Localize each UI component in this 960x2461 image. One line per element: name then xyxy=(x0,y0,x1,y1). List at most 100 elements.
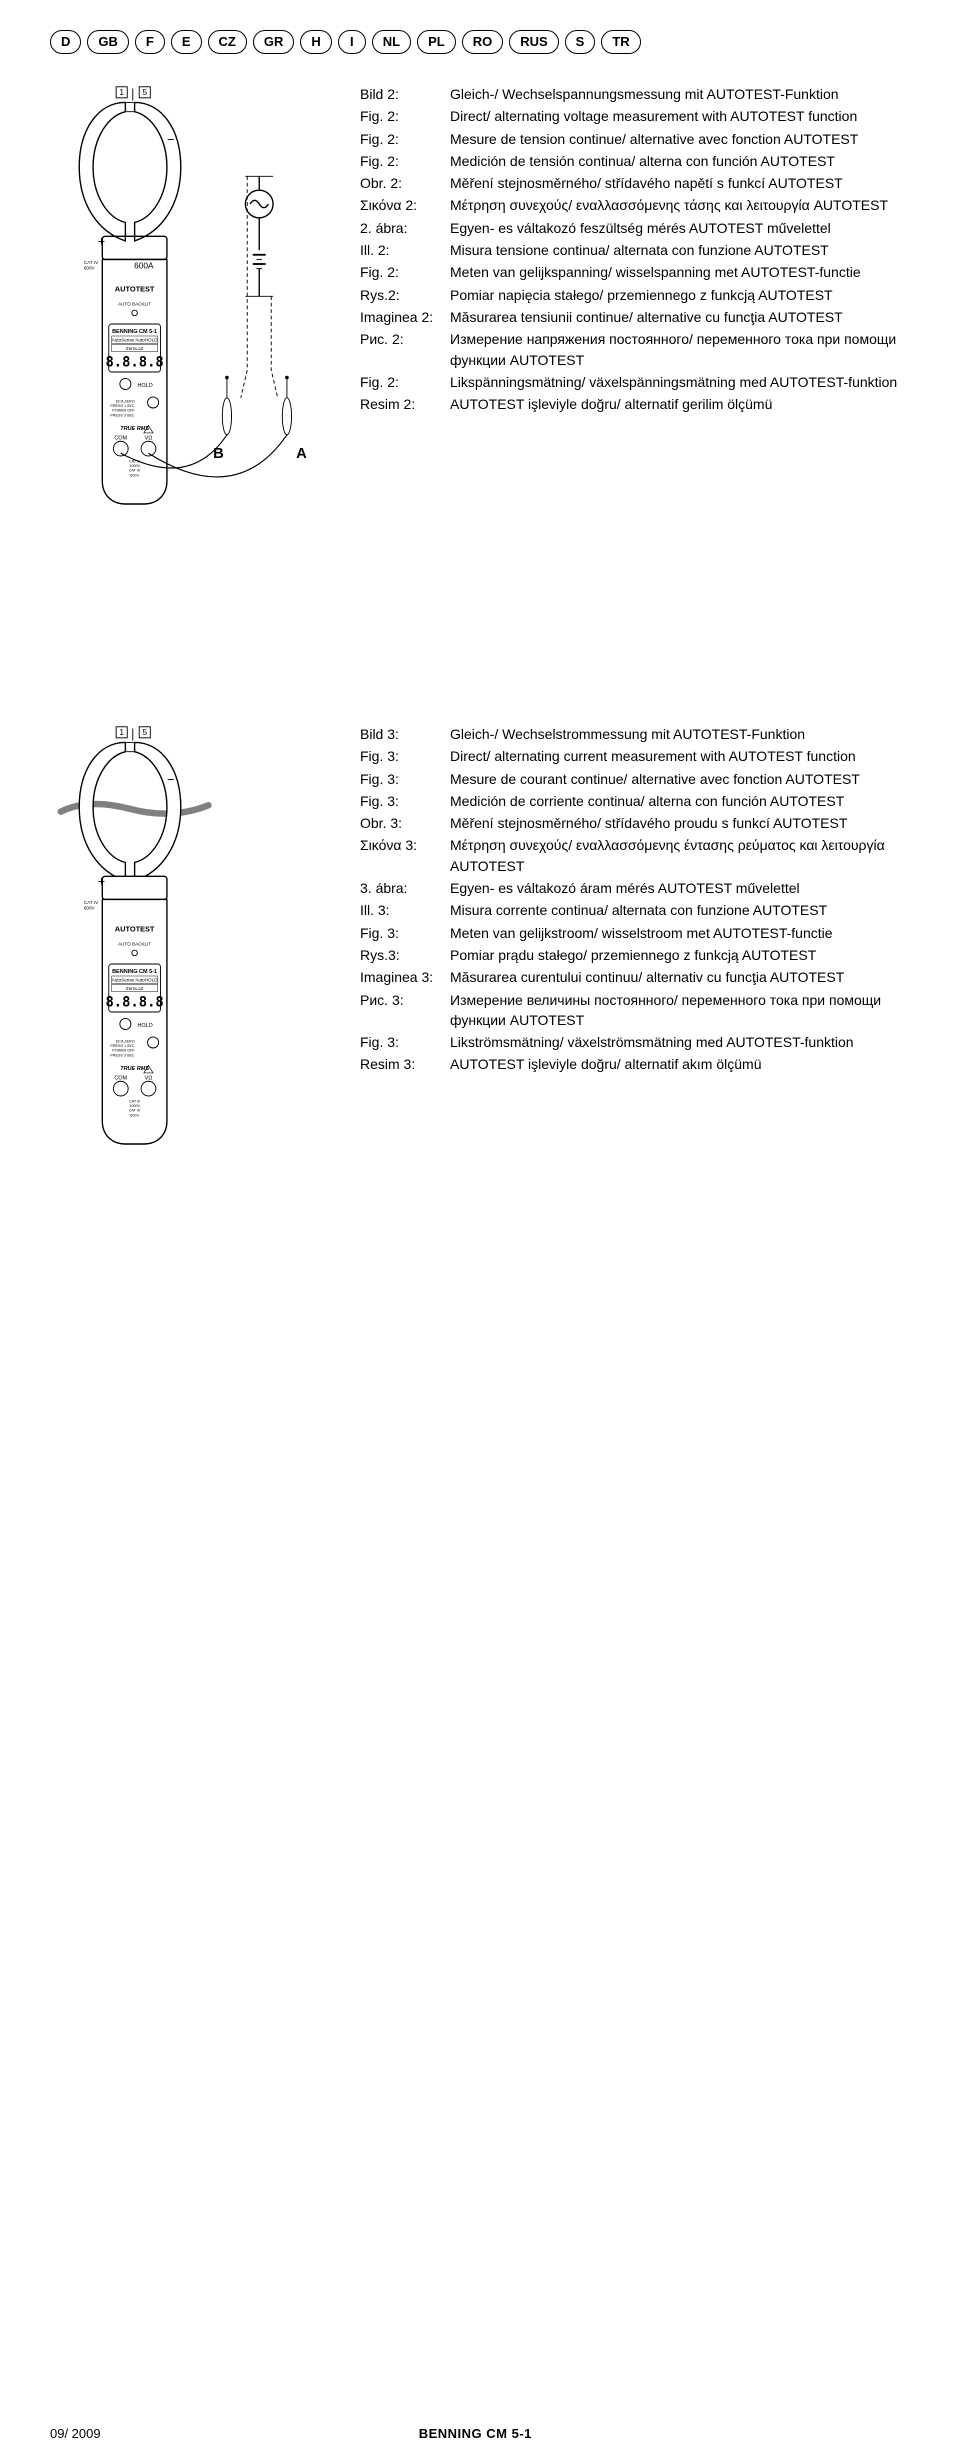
svg-text:BENNING CM 5-1: BENNING CM 5-1 xyxy=(112,969,157,975)
svg-text:PRESS 1 SEC: PRESS 1 SEC xyxy=(110,1044,135,1048)
caption-desc: Pomiar prądu stałego/ przemiennego z fun… xyxy=(450,945,910,965)
svg-text:AUTO BACKLIT: AUTO BACKLIT xyxy=(118,942,151,947)
caption-desc: Meten van gelijkspanning/ wisselspanning… xyxy=(450,262,910,282)
caption-entry: Ill. 3:Misura corrente continua/ alterna… xyxy=(360,900,910,920)
caption-desc: Měření stejnosměrného/ střídavého proudu… xyxy=(450,813,910,833)
section-fig3: + − CAT IV 600V 600A AUTOTEST AUTO BACKL… xyxy=(50,724,910,1204)
caption-entry: Obr. 2:Měření stejnosměrného/ střídavého… xyxy=(360,173,910,193)
com-label: COM xyxy=(114,435,127,441)
svg-text:AUTOTEST: AUTOTEST xyxy=(115,925,155,934)
caption-entry: 3. ábra:Egyen- es váltakozó áram mérés A… xyxy=(360,878,910,898)
caption-desc: Misura tensione continua/ alternata con … xyxy=(450,240,910,260)
caption-desc: AUTOTEST işleviyle doğru/ alternatif ger… xyxy=(450,394,910,414)
svg-text:600V: 600V xyxy=(84,266,96,271)
svg-text:POWER OFF: POWER OFF xyxy=(112,1049,135,1053)
caption-label: Fig. 3: xyxy=(360,1032,450,1052)
caption-desc: Egyen- es váltakozó feszültség mérés AUT… xyxy=(450,218,910,238)
plus-icon: + xyxy=(98,234,106,249)
svg-text:+: + xyxy=(98,874,106,889)
lang-pill-nl: NL xyxy=(372,30,411,54)
caption-desc: Likströmsmätning/ växelströmsmätning med… xyxy=(450,1032,910,1052)
display-digits: 8.8.8.8 xyxy=(105,354,163,370)
lang-pill-i: I xyxy=(338,30,366,54)
caption-label: Ill. 2: xyxy=(360,240,450,260)
diagram-fig3: + − CAT IV 600V 600A AUTOTEST AUTO BACKL… xyxy=(50,724,330,1204)
caption-desc: Mesure de courant continue/ alternative … xyxy=(450,769,910,789)
caption-entry: Bild 3:Gleich-/ Wechselstrommessung mit … xyxy=(360,724,910,744)
caption-label: Bild 3: xyxy=(360,724,450,744)
lang-pill-tr: TR xyxy=(601,30,640,54)
caption-label: Σικόνα 3: xyxy=(360,835,450,876)
caption-entry: Obr. 3:Měření stejnosměrného/ střídavého… xyxy=(360,813,910,833)
caption-desc: Измерение напряжения постоянного/ переме… xyxy=(450,329,910,370)
caption-label: Rys.2: xyxy=(360,285,450,305)
svg-text:600V: 600V xyxy=(130,1113,139,1117)
language-bar: DGBFECZGRHINLPLRORUSSTR xyxy=(50,30,910,54)
diagram-fig2: + − CAT IV 600V 600A AUTOTEST AUTO BACKL… xyxy=(50,84,330,564)
svg-text:1: 1 xyxy=(119,87,124,97)
caption-label: Fig. 3: xyxy=(360,791,450,811)
lang-pill-pl: PL xyxy=(417,30,456,54)
captions-fig3: Bild 3:Gleich-/ Wechselstrommessung mit … xyxy=(360,724,910,1204)
caption-label: Fig. 2: xyxy=(360,372,450,392)
lang-pill-rus: RUS xyxy=(509,30,558,54)
caption-desc: Măsurarea curentului continuu/ alternati… xyxy=(450,967,910,987)
svg-text:DCA ZERO: DCA ZERO xyxy=(116,399,135,403)
caption-entry: Σικόνα 2:Μέτρηση συνεχούς/ εναλλασσόμενη… xyxy=(360,195,910,215)
caption-entry: Fig. 3:Medición de corriente continua/ a… xyxy=(360,791,910,811)
caption-entry: Рис. 3:Измерение величины постоянного/ п… xyxy=(360,990,910,1031)
lang-pill-gr: GR xyxy=(253,30,295,54)
svg-text:−: − xyxy=(167,772,175,787)
svg-text:PRESS 3 SEC: PRESS 3 SEC xyxy=(110,413,135,417)
section-fig2: + − CAT IV 600V 600A AUTOTEST AUTO BACKL… xyxy=(50,84,910,564)
autotest-label: AUTOTEST xyxy=(115,285,155,294)
caption-entry: Fig. 3:Direct/ alternating current measu… xyxy=(360,746,910,766)
vohm-label: VΩ xyxy=(145,435,153,441)
zeroloz-label: ZeroLoZ xyxy=(126,346,144,351)
caption-label: 2. ábra: xyxy=(360,218,450,238)
caption-label: Bild 2: xyxy=(360,84,450,104)
caption-entry: Resim 2:AUTOTEST işleviyle doğru/ altern… xyxy=(360,394,910,414)
caption-label: 3. ábra: xyxy=(360,878,450,898)
lang-pill-gb: GB xyxy=(87,30,129,54)
caption-desc: Egyen- es váltakozó áram mérés AUTOTEST … xyxy=(450,878,910,898)
caption-desc: Direct/ alternating current measurement … xyxy=(450,746,910,766)
lang-pill-f: F xyxy=(135,30,165,54)
svg-text:1000V: 1000V xyxy=(129,464,140,468)
caption-entry: Fig. 2:Medición de tensión continua/ alt… xyxy=(360,151,910,171)
caption-label: Imaginea 3: xyxy=(360,967,450,987)
caption-label: Obr. 2: xyxy=(360,173,450,193)
caption-label: Fig. 3: xyxy=(360,923,450,943)
svg-text:5: 5 xyxy=(142,87,147,97)
caption-label: Imaginea 2: xyxy=(360,307,450,327)
minus-icon: − xyxy=(167,132,175,147)
svg-text:5: 5 xyxy=(142,727,147,737)
caption-desc: Medición de corriente continua/ alterna … xyxy=(450,791,910,811)
caption-desc: Măsurarea tensiunii continue/ alternativ… xyxy=(450,307,910,327)
svg-text:8.8.8.8: 8.8.8.8 xyxy=(105,994,163,1010)
caption-desc: Měření stejnosměrného/ střídavého napětí… xyxy=(450,173,910,193)
caption-entry: Imaginea 2:Măsurarea tensiunii continue/… xyxy=(360,307,910,327)
svg-text:COM: COM xyxy=(114,1075,127,1081)
caption-label: Rys.3: xyxy=(360,945,450,965)
lang-pill-d: D xyxy=(50,30,81,54)
caption-entry: Fig. 3:Meten van gelijkstroom/ wisselstr… xyxy=(360,923,910,943)
footer-date: 09/ 2009 xyxy=(50,2426,101,2441)
hold-label: HOLD xyxy=(137,383,152,389)
caption-entry: Imaginea 3:Măsurarea curentului continuu… xyxy=(360,967,910,987)
caption-entry: Ill. 2:Misura tensione continua/ alterna… xyxy=(360,240,910,260)
caption-desc: Pomiar napięcia stałego/ przemiennego z … xyxy=(450,285,910,305)
benning-label: BENNING CM 5-1 xyxy=(112,329,157,335)
svg-text:1: 1 xyxy=(119,727,124,737)
lang-pill-ro: RO xyxy=(462,30,504,54)
caption-label: Σικόνα 2: xyxy=(360,195,450,215)
caption-desc: Mesure de tension continue/ alternative … xyxy=(450,129,910,149)
caption-label: Ill. 3: xyxy=(360,900,450,920)
caption-label: Рис. 2: xyxy=(360,329,450,370)
caption-label: Fig. 3: xyxy=(360,746,450,766)
svg-text:CAT IV: CAT IV xyxy=(129,1109,141,1113)
caption-desc: AUTOTEST işleviyle doğru/ alternatif akı… xyxy=(450,1054,910,1074)
caption-entry: Fig. 2:Likspänningsmätning/ växelspännin… xyxy=(360,372,910,392)
caption-desc: Gleich-/ Wechselspannungsmessung mit AUT… xyxy=(450,84,910,104)
caption-entry: Fig. 3:Mesure de courant continue/ alter… xyxy=(360,769,910,789)
